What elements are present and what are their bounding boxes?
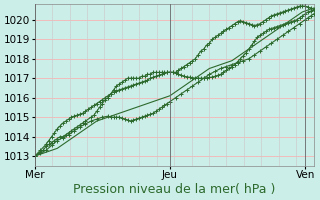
X-axis label: Pression niveau de la mer( hPa ): Pression niveau de la mer( hPa ) <box>73 183 276 196</box>
